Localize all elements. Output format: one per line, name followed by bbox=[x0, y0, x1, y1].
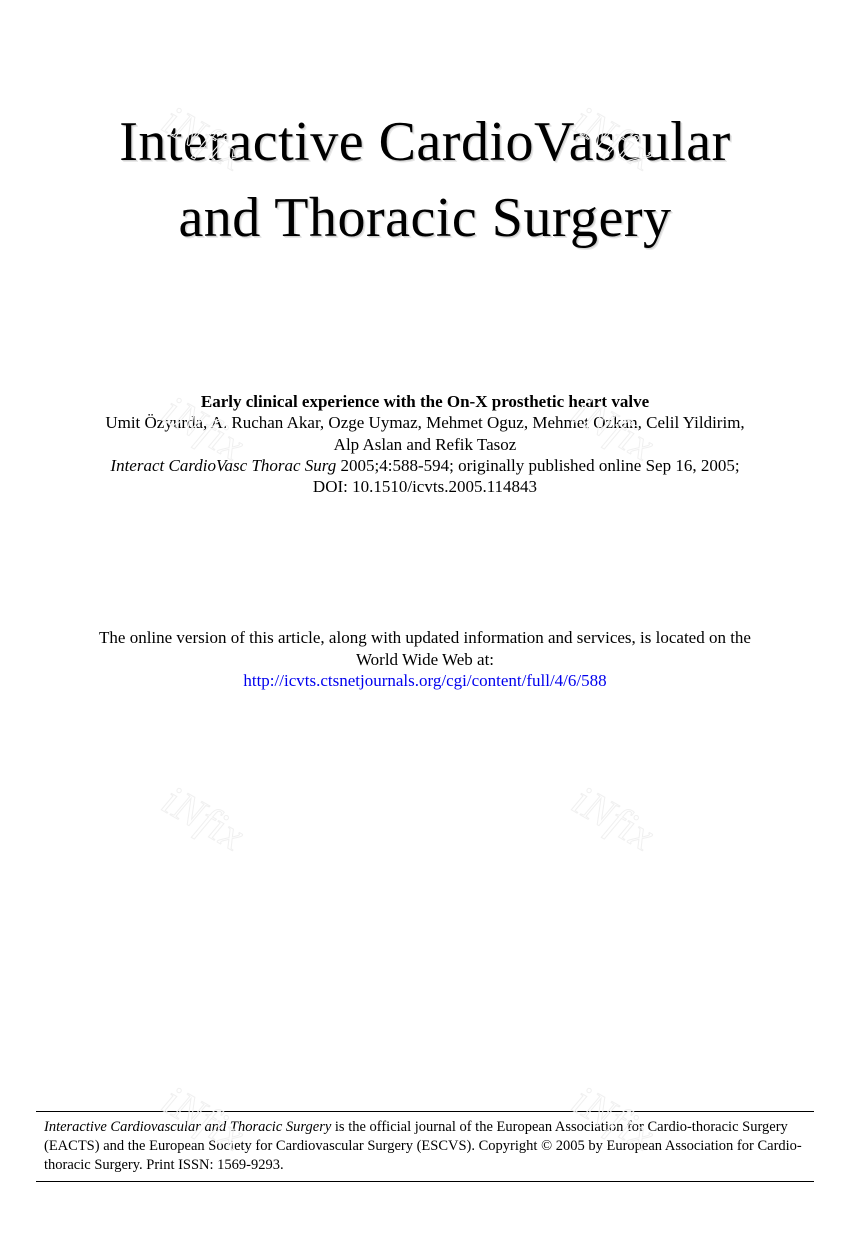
online-info: The online version of this article, alon… bbox=[0, 627, 850, 691]
journal-title-line1: Interactive CardioVascular bbox=[119, 111, 731, 173]
article-title: Early clinical experience with the On-X … bbox=[95, 391, 755, 412]
journal-title-line2: and Thoracic Surgery bbox=[178, 187, 671, 249]
article-authors: Umit Özyurda, A. Ruchan Akar, Ozge Uymaz… bbox=[95, 412, 755, 455]
footer-box: Interactive Cardiovascular and Thoracic … bbox=[36, 1111, 814, 1182]
article-doi: DOI: 10.1510/icvts.2005.114843 bbox=[95, 476, 755, 497]
citation-journal-abbr: Interact CardioVasc Thorac Surg bbox=[110, 456, 336, 475]
article-citation: Interact CardioVasc Thorac Surg 2005;4:5… bbox=[95, 455, 755, 476]
page: Interactive CardioVascular and Thoracic … bbox=[0, 105, 850, 1240]
article-metadata: Early clinical experience with the On-X … bbox=[0, 391, 850, 497]
watermark-icon: iNfix bbox=[154, 777, 253, 862]
article-url-link[interactable]: http://icvts.ctsnetjournals.org/cgi/cont… bbox=[243, 671, 606, 690]
online-intro: The online version of this article, alon… bbox=[80, 627, 770, 670]
journal-title: Interactive CardioVascular and Thoracic … bbox=[0, 105, 850, 256]
footer-journal-name: Interactive Cardiovascular and Thoracic … bbox=[44, 1119, 331, 1135]
watermark-icon: iNfix bbox=[564, 777, 663, 862]
citation-rest: 2005;4:588-594; originally published onl… bbox=[336, 456, 739, 475]
